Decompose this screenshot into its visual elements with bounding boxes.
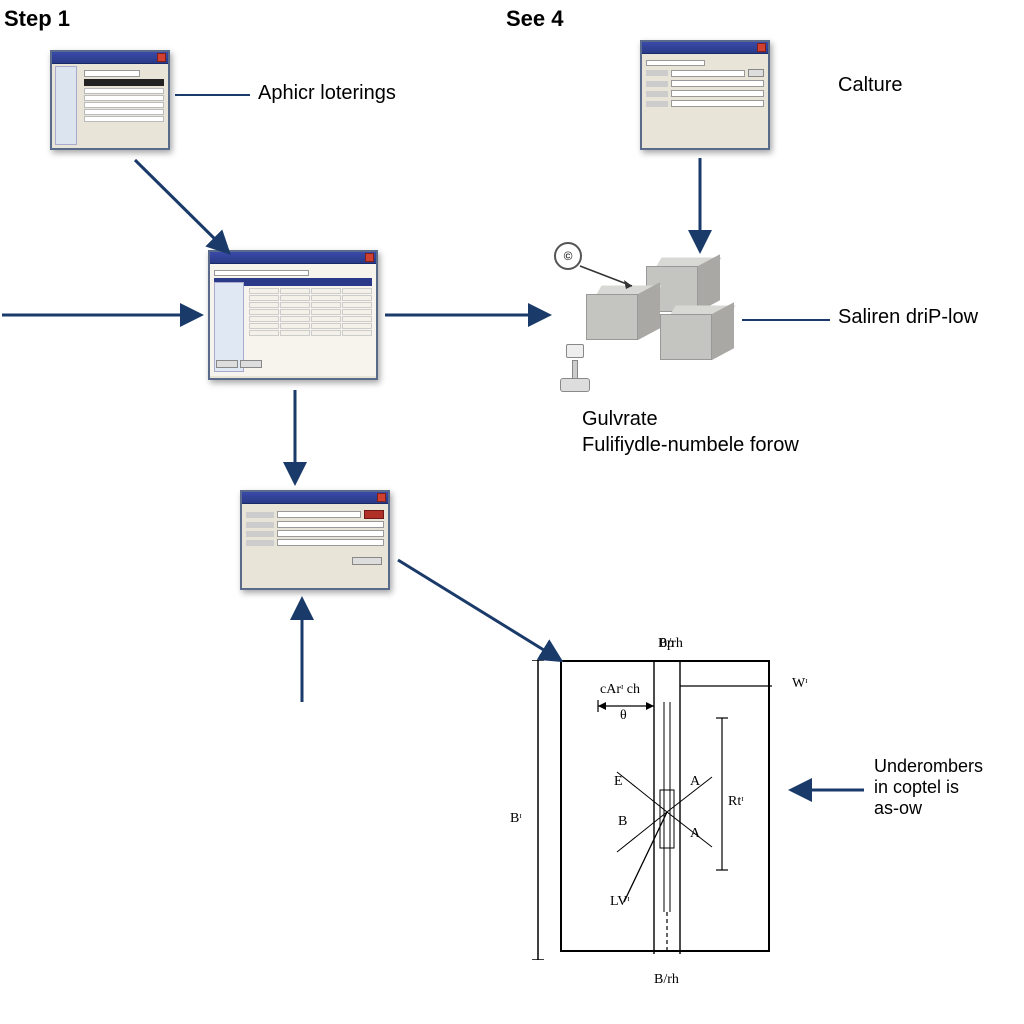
heading-step1: Step 1	[4, 6, 70, 32]
underombers-line2: in coptel is	[874, 777, 983, 798]
tech-left-dim: Bᶦ	[510, 811, 522, 827]
window-form-lower	[240, 490, 390, 590]
cubes-cluster: ©	[560, 248, 740, 408]
underombers-line1: Underombers	[874, 756, 983, 777]
titlebar	[52, 52, 168, 64]
tech-Binner: B	[618, 814, 627, 830]
badge-icon: ©	[554, 242, 582, 270]
tech-A1: A	[690, 774, 700, 790]
tech-bottom: B/rh	[654, 972, 679, 988]
label-calture: Calture	[838, 74, 902, 97]
underombers-line3: as-ow	[874, 798, 983, 819]
label-fulify: Fulifiydle-numbele forow	[582, 434, 799, 457]
label-underombers: Underombers in coptel is as-ow	[874, 756, 983, 819]
label-aphicr: Aphicr loterings	[258, 82, 396, 105]
titlebar	[210, 252, 376, 264]
tech-theta: θ	[620, 708, 627, 724]
tech-drawing-group: 0p B/rh Bᶦ Wᶦ	[510, 636, 840, 996]
heading-see4: See 4	[506, 6, 564, 32]
close-icon	[377, 493, 386, 502]
label-saliren: Saliren driP-low	[838, 306, 978, 329]
tech-Rt: Rtᶦ	[728, 794, 744, 810]
device-icon	[556, 344, 594, 392]
label-gulvrate: Gulvrate	[582, 408, 658, 431]
tech-A2: A	[690, 826, 700, 842]
titlebar	[242, 492, 388, 504]
close-icon	[757, 43, 766, 52]
tech-bottom-label: B/rh	[658, 636, 683, 652]
tech-LV: LVᶦ	[610, 894, 630, 910]
tech-carch: cArᶦ ch	[600, 682, 640, 698]
tech-E: E	[614, 774, 623, 790]
tech-w-label: Wᶦ	[792, 676, 808, 692]
window-table	[208, 250, 378, 380]
window-form-top-right	[640, 40, 770, 150]
close-icon	[157, 53, 166, 62]
window-step1	[50, 50, 170, 150]
titlebar	[642, 42, 768, 54]
close-icon	[365, 253, 374, 262]
